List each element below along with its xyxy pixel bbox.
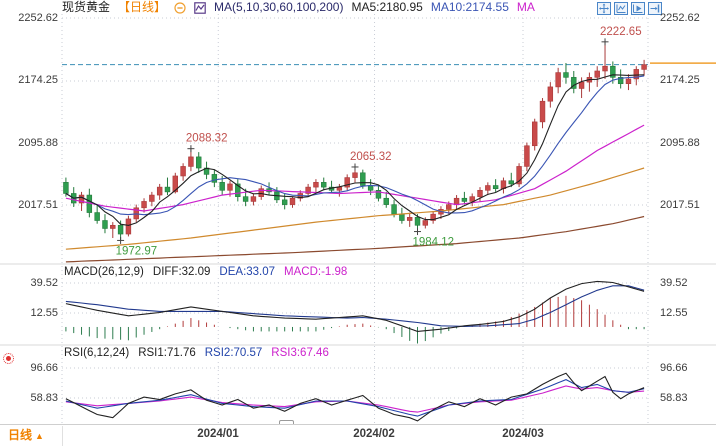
axis-tick-label: 2095.88 — [660, 136, 700, 149]
collapse-indicator-icon[interactable] — [174, 1, 186, 14]
last-price-line — [62, 62, 716, 66]
rsi1-value: RSI1:71.76 — [138, 347, 196, 359]
axis-tick-label: 39.52 — [660, 277, 688, 289]
x-axis-label-jan: 2024/01 — [197, 428, 239, 440]
period-selector-button[interactable]: 日线 ▲ — [8, 425, 44, 446]
axis-tick-label: 96.66 — [30, 362, 58, 374]
x-axis-label-mar: 2024/03 — [502, 428, 544, 440]
axis-tick-label: 2017.51 — [660, 199, 700, 211]
extreme-price-annotation: 1972.97 — [116, 245, 158, 257]
macd-dea-value: DEA:33.07 — [219, 266, 276, 278]
jump-to-latest-icon[interactable] — [648, 2, 662, 15]
macd-header: MACD(26,12,9) DIFF:32.09 DEA:33.07 MACD:… — [64, 266, 352, 278]
macd-macd-value: MACD:-1.98 — [284, 266, 348, 278]
axis-tick-label: 12.55 — [30, 307, 58, 319]
chart-header: 现货黄金 【日线】 MA(5,10,30,60,100,200) MA5:218… — [62, 0, 535, 15]
macd-panel — [65, 280, 645, 344]
ma-more-label: MA — [516, 0, 535, 14]
axis-tick-label: 2095.88 — [18, 136, 58, 149]
axis-scale-left-icon[interactable] — [614, 2, 628, 15]
axis-tick-label: 12.55 — [660, 307, 688, 319]
symbol-name: 现货黄金 — [62, 0, 111, 14]
price-annotations: 2088.32 2065.32 2222.65 1972.97 1984.12 — [116, 26, 642, 258]
ma-lines — [65, 74, 645, 263]
axis-tick-label: 2174.25 — [18, 74, 58, 87]
extreme-price-annotation: 2065.32 — [350, 151, 392, 163]
live-alert-icon — [3, 353, 14, 364]
axis-tick-label: 2252.62 — [18, 12, 58, 24]
extreme-price-annotation: 2222.65 — [600, 26, 642, 38]
macd-params-label: MACD(26,12,9) — [64, 266, 144, 278]
candlesticks — [63, 41, 647, 241]
time-axis-bar: 日线 ▲ 2024/01 2024/02 2024/03 — [0, 424, 716, 446]
axis-tick-label: 96.66 — [660, 362, 688, 374]
axis-tick-label: 2174.25 — [660, 74, 700, 87]
rsi3-value: RSI3:67.46 — [271, 347, 329, 359]
axis-tick-label: 39.52 — [30, 277, 58, 289]
chevron-up-icon: ▲ — [35, 431, 44, 441]
bottom-bar-divider — [62, 426, 63, 446]
axis-tick-label: 2017.51 — [18, 199, 58, 211]
pan-tool-icon[interactable] — [597, 2, 611, 15]
axis-tick-label: 58.83 — [660, 392, 688, 404]
chart-toolbar — [597, 2, 662, 15]
axis-tick-label: 2252.62 — [660, 12, 700, 24]
axis-tick-label: 58.83 — [30, 392, 58, 404]
rsi-header: RSI(6,12,24) RSI1:71.76 RSI2:70.57 RSI3:… — [64, 347, 333, 359]
extreme-price-annotation: 1984.12 — [413, 237, 455, 249]
ma10-value-label: MA10:2174.55 — [430, 0, 509, 14]
x-axis-label-feb: 2024/02 — [353, 428, 395, 440]
period-tag[interactable]: 【日线】 — [118, 0, 167, 14]
rsi2-value: RSI2:70.57 — [204, 347, 263, 359]
ma-indicator-icon[interactable] — [194, 1, 206, 14]
axis-scale-right-icon[interactable] — [631, 2, 645, 15]
extreme-price-annotation: 2088.32 — [186, 133, 228, 145]
ma-params-label: MA(5,10,30,60,100,200) — [214, 0, 344, 14]
period-label: 日线 — [8, 428, 33, 442]
ma5-value-label: MA5:2180.95 — [351, 0, 423, 14]
rsi-panel — [65, 372, 645, 422]
rsi-params-label: RSI(6,12,24) — [64, 347, 130, 359]
macd-diff-value: DIFF:32.09 — [152, 266, 211, 278]
